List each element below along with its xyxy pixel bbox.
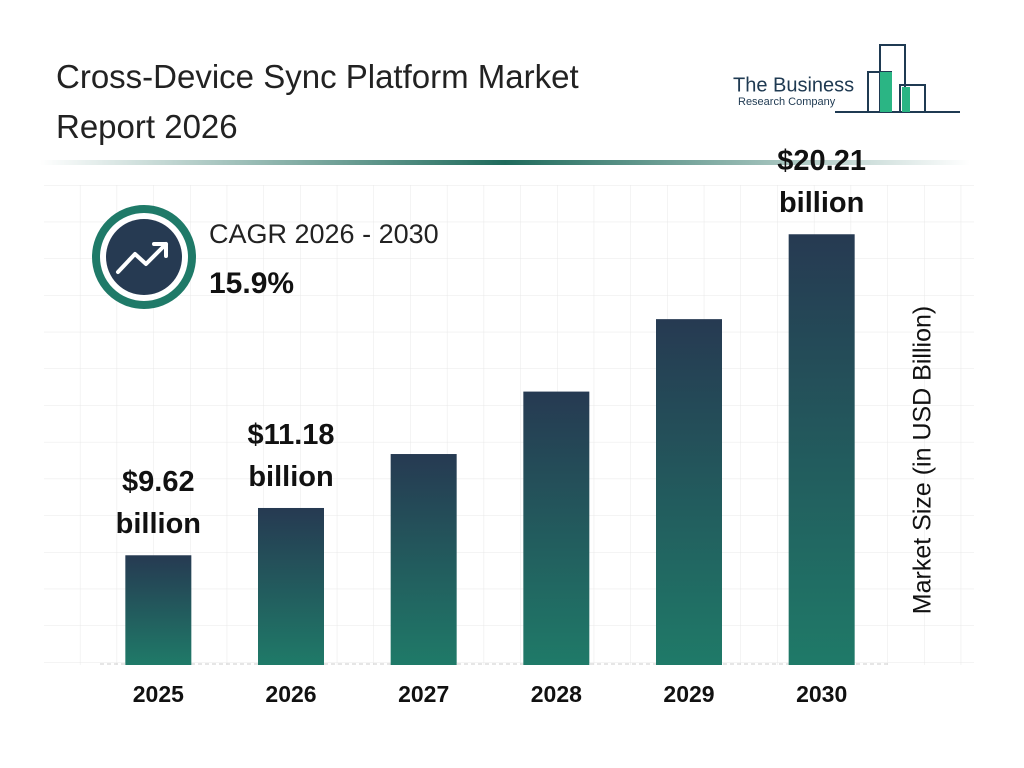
cagr-icon — [106, 219, 182, 295]
bar — [390, 454, 457, 665]
logo-text: Research Company — [738, 96, 836, 108]
cagr-label: CAGR 2026 - 2030 — [209, 219, 439, 249]
cagr-value: 15.9% — [209, 267, 294, 300]
bar — [523, 391, 590, 665]
x-tick-label: 2027 — [398, 681, 449, 707]
value-label: $20.21 billion — [777, 145, 866, 220]
header-rule — [40, 160, 970, 165]
x-tick-label: 2030 — [796, 681, 847, 707]
bar — [788, 234, 855, 665]
x-tick-label: 2029 — [663, 681, 714, 707]
logo — [835, 44, 960, 113]
chart-title: Cross-Device Sync Platform Market Report… — [56, 58, 579, 145]
x-tick-label: 2026 — [265, 681, 316, 707]
value-label: $11.18 billion — [247, 418, 335, 493]
logo-text: The Business — [733, 74, 854, 96]
bar — [656, 319, 722, 665]
cagr-icon — [116, 242, 168, 274]
x-tick-label: 2028 — [531, 681, 582, 707]
y-axis-label: Market Size (in USD Billion) — [909, 306, 937, 614]
x-tick-label: 2025 — [133, 681, 184, 707]
value-label: $9.62 billion — [115, 466, 202, 541]
bar — [258, 507, 324, 665]
bar — [125, 555, 192, 665]
